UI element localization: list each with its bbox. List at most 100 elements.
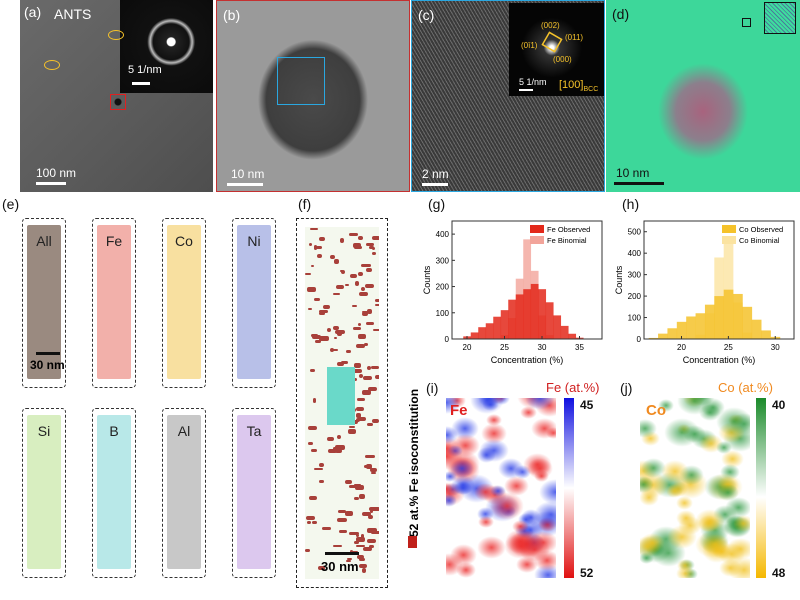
x-tick-label: 20: [463, 343, 472, 352]
fe-rich-cluster: [349, 426, 355, 428]
legend-entry: Co Binomial: [739, 236, 780, 245]
zone-axis-index: [100]: [559, 79, 583, 91]
fe-rich-cluster: [359, 564, 367, 568]
colorbar-min: 48: [772, 566, 785, 580]
fe-rich-cluster: [356, 418, 361, 422]
histogram-bar: [471, 332, 479, 339]
histogram-bar: [493, 317, 501, 339]
fe-rich-cluster: [319, 480, 324, 483]
fe-rich-cluster: [354, 497, 359, 500]
fe-rich-cluster: [369, 507, 376, 511]
x-axis-label: Concentration (%): [683, 355, 756, 365]
fe-rich-cluster: [358, 236, 363, 240]
fe-rich-cluster: [345, 511, 352, 516]
x-tick-label: 30: [771, 343, 780, 352]
fe-rich-cluster: [346, 350, 351, 353]
histogram-bar: [478, 327, 486, 339]
histogram-bar: [568, 334, 576, 339]
scale-bar: [36, 352, 60, 355]
concentration-blob: [717, 484, 739, 501]
histogram-bar: [501, 310, 509, 339]
fe-rich-cluster: [327, 328, 331, 331]
fe-rich-cluster: [366, 243, 374, 246]
scale-bar: [36, 182, 66, 185]
fe-rich-cluster: [372, 252, 376, 254]
zoom-box: [742, 18, 751, 27]
spot-label: (002): [541, 21, 560, 30]
zone-axis-phase: BCC: [583, 86, 598, 93]
legend-swatch: [722, 225, 736, 233]
legend-swatch: [530, 225, 544, 233]
fe-rich-cluster: [334, 259, 339, 264]
x-tick-label: 30: [538, 343, 547, 352]
y-tick-label: 500: [628, 228, 642, 237]
fe-rich-cluster: [308, 308, 312, 310]
apt-map-al: Al: [162, 408, 206, 578]
fe-rich-cluster: [307, 287, 315, 291]
histogram-bar: [486, 323, 494, 339]
concentration-blob: [676, 496, 693, 510]
histogram-bar: [667, 328, 677, 339]
concentration-blob: [477, 536, 506, 559]
diffraction-inset: 5 1/nm: [120, 0, 213, 93]
y-axis-label: Counts: [422, 265, 432, 294]
scale-text: 30 nm: [321, 559, 359, 574]
fe-rich-cluster: [322, 527, 331, 530]
histogram-bar: [696, 313, 706, 339]
fe-rich-cluster: [336, 285, 344, 289]
fe-rich-cluster: [364, 465, 371, 468]
fe-rich-cluster: [353, 327, 361, 330]
fe-rich-cluster: [363, 376, 372, 380]
y-tick-label: 400: [628, 249, 642, 258]
co-concentration-map: [640, 398, 750, 578]
concentration-blob: [661, 460, 690, 483]
scale-text: 30 nm: [30, 358, 65, 372]
apt-map-fe: Fe: [92, 218, 136, 388]
fe-rich-cluster: [339, 530, 347, 532]
fe-rich-cluster: [372, 419, 379, 423]
y-tick-label: 200: [628, 292, 642, 301]
fe-rich-cluster: [308, 426, 316, 431]
isosurface-label: 52 at.% Fe isoconstitution: [407, 277, 421, 537]
fe-rich-cluster: [366, 322, 374, 325]
fe-rich-cluster: [345, 284, 349, 286]
histogram-bar: [508, 300, 516, 339]
x-tick-label: 25: [500, 343, 509, 352]
fe-rich-cluster: [363, 547, 372, 551]
fe-rich-cluster: [358, 334, 365, 338]
fe-rich-cluster: [352, 305, 357, 307]
fe-rich-cluster: [371, 472, 375, 474]
concentration-blob: [546, 427, 556, 439]
fe-rich-cluster: [358, 323, 361, 326]
fe-rich-cluster: [305, 549, 310, 552]
fe-rich-cluster: [333, 447, 336, 450]
panel-label: (c): [418, 7, 434, 23]
hrtem-region-box: [277, 57, 325, 105]
fe-rich-cluster: [350, 274, 356, 278]
fe-rich-cluster: [375, 299, 379, 302]
legend-entry: Fe Binomial: [547, 236, 587, 245]
panel-label: (b): [223, 7, 240, 23]
fe-rich-cluster: [353, 243, 361, 248]
legend-swatch: [722, 236, 736, 244]
fe-rich-cluster: [367, 539, 376, 544]
fe-rich-cluster: [305, 273, 311, 275]
element-label: All: [23, 233, 65, 249]
fe-colorbar: [564, 398, 574, 578]
histogram-bar: [523, 289, 531, 339]
fe-rich-cluster: [340, 270, 343, 272]
fe-rich-cluster: [349, 485, 358, 489]
panel-c-hrtem: (c) (002) (011) (0ī1) (000) 5 1/nm [100]…: [411, 0, 605, 192]
fe-rich-cluster: [340, 238, 344, 243]
element-label: Al: [163, 423, 205, 439]
panel-b-tem-particle: (b) 10 nm: [216, 0, 410, 192]
y-tick-label: 200: [436, 283, 450, 292]
x-tick-label: 20: [677, 343, 686, 352]
fe-rich-cluster: [310, 369, 314, 371]
fe-rich-cluster: [319, 237, 325, 241]
y-tick-label: 100: [628, 314, 642, 323]
concentration-blob: [716, 407, 750, 436]
fft-inset: (002) (011) (0ī1) (000) 5 1/nm [100]BCC: [509, 3, 604, 96]
fe-rich-cluster: [314, 468, 323, 470]
